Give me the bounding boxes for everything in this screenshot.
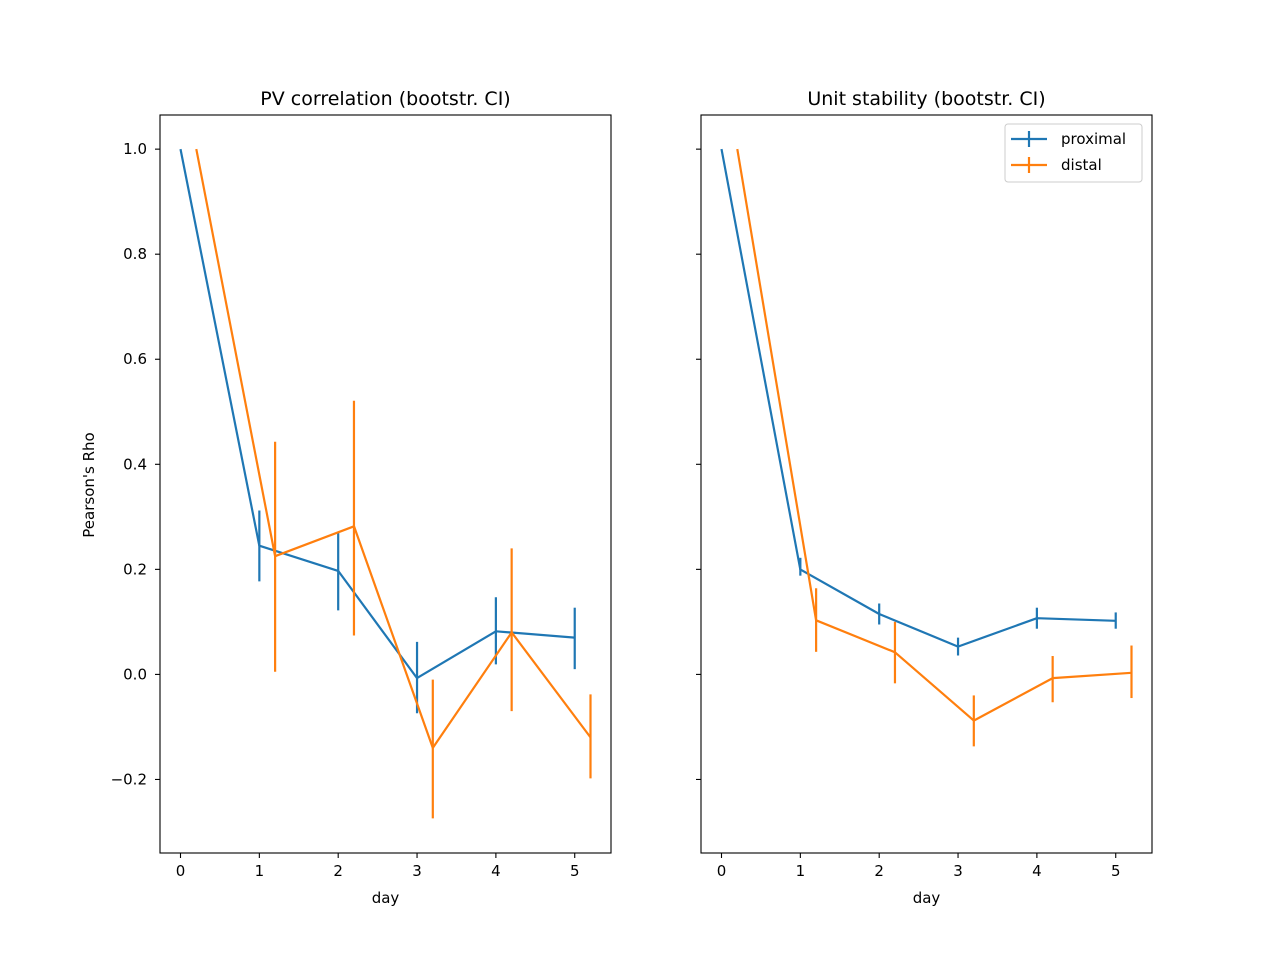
plot-frame (700, 114, 1153, 854)
series-line-distal (195, 148, 592, 750)
x-tick-label: 1 (796, 862, 806, 880)
series-line-distal (736, 148, 1132, 722)
y-tick-label: 0.0 (123, 665, 147, 683)
x-tick-label: 5 (570, 862, 580, 880)
chart-title: Unit stability (bootstr. CI) (807, 88, 1045, 110)
x-tick-label: 0 (176, 862, 186, 880)
x-tick-label: 0 (717, 862, 727, 880)
x-tick-label: 5 (1111, 862, 1121, 880)
x-tick-label: 2 (874, 862, 884, 880)
y-tick-label: 0.2 (123, 560, 147, 578)
x-tick-label: 2 (333, 862, 343, 880)
x-tick-label: 4 (491, 862, 501, 880)
series-distal (736, 148, 1133, 747)
series-line-proximal (720, 148, 1116, 648)
chart-title: PV correlation (bootstr. CI) (260, 88, 510, 110)
series-proximal (720, 148, 1117, 656)
x-axis-label: day (913, 889, 941, 907)
x-tick-label: 3 (953, 862, 963, 880)
y-tick-label: 0.8 (123, 245, 147, 263)
y-axis-label: Pearson's Rho (80, 432, 98, 537)
x-tick-label: 4 (1032, 862, 1042, 880)
y-tick-label: 0.4 (123, 455, 147, 473)
legend-label: proximal (1061, 130, 1126, 148)
series-distal (195, 148, 592, 819)
y-tick-label: 1.0 (123, 140, 147, 158)
plot-frame (159, 114, 612, 854)
legend-entry-proximal: proximal (1011, 130, 1126, 148)
series-line-proximal (179, 148, 575, 680)
legend: proximal distal (1004, 123, 1143, 183)
series-proximal (179, 148, 576, 714)
y-tick-label: −0.2 (111, 770, 147, 788)
x-tick-label: 1 (255, 862, 265, 880)
legend-entry-distal: distal (1011, 156, 1102, 174)
panel-unit-stability: Unit stability (bootstr. CI) day 0 1 2 3 4 5 p… (696, 88, 1153, 907)
y-tick-label: 0.6 (123, 350, 147, 368)
legend-label: distal (1061, 156, 1102, 174)
x-axis-label: day (372, 889, 400, 907)
panel-pv-correlation: PV correlation (bootstr. CI) day Pearson… (80, 88, 612, 907)
x-tick-label: 3 (412, 862, 422, 880)
